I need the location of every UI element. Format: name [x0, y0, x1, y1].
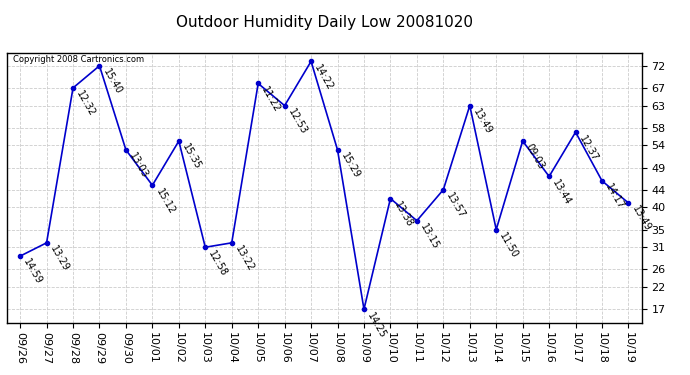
Text: 15:12: 15:12 — [154, 187, 177, 216]
Text: 15:29: 15:29 — [339, 151, 362, 180]
Text: 13:38: 13:38 — [392, 200, 415, 229]
Text: 15:35: 15:35 — [180, 142, 203, 172]
Text: 13:57: 13:57 — [445, 191, 467, 220]
Text: 11:22: 11:22 — [259, 85, 282, 114]
Text: 14:22: 14:22 — [313, 63, 335, 92]
Text: 12:53: 12:53 — [286, 107, 308, 136]
Text: 13:49: 13:49 — [471, 107, 494, 136]
Text: 13:03: 13:03 — [128, 151, 150, 180]
Text: 13:49: 13:49 — [630, 204, 653, 233]
Text: 13:44: 13:44 — [551, 178, 573, 207]
Text: 15:40: 15:40 — [101, 67, 124, 96]
Text: 09:03: 09:03 — [524, 142, 546, 171]
Text: 14:59: 14:59 — [21, 258, 44, 286]
Text: Copyright 2008 Cartronics.com: Copyright 2008 Cartronics.com — [13, 55, 144, 64]
Text: 13:29: 13:29 — [48, 244, 70, 273]
Text: Outdoor Humidity Daily Low 20081020: Outdoor Humidity Daily Low 20081020 — [176, 15, 473, 30]
Text: 12:58: 12:58 — [207, 249, 229, 278]
Text: 11:50: 11:50 — [497, 231, 520, 260]
Text: 13:22: 13:22 — [233, 244, 256, 273]
Text: 12:37: 12:37 — [577, 134, 600, 163]
Text: 13:15: 13:15 — [418, 222, 441, 251]
Text: 12:32: 12:32 — [75, 89, 97, 118]
Text: 14:25: 14:25 — [366, 310, 388, 340]
Text: 14:17: 14:17 — [604, 182, 626, 212]
